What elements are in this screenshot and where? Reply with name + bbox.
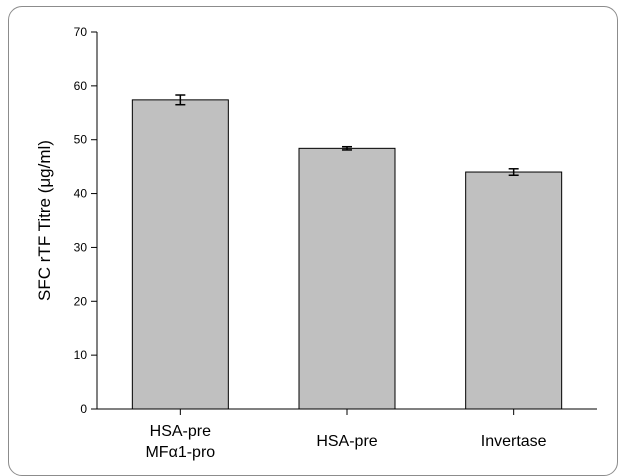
y-tick-label: 30 bbox=[74, 240, 88, 254]
bar bbox=[298, 147, 396, 410]
y-tick-label: 20 bbox=[74, 294, 88, 308]
y-tick-label: 50 bbox=[74, 133, 88, 147]
y-tick-label: 10 bbox=[74, 348, 88, 362]
bar bbox=[131, 99, 229, 410]
x-category-label: MFα1-pro bbox=[145, 444, 215, 461]
y-tick-label: 0 bbox=[80, 402, 87, 416]
x-category-label: HSA-pre bbox=[316, 433, 377, 450]
x-tick-labels-group: HSA-pre MFα1-pro HSA-pre Invertase bbox=[145, 409, 547, 461]
y-tick-label: 70 bbox=[74, 25, 88, 39]
y-ticks-group: 0 10 20 30 40 50 60 70 bbox=[74, 25, 97, 416]
x-category-label: Invertase bbox=[481, 433, 547, 450]
bar bbox=[465, 171, 563, 410]
error-bars-group bbox=[175, 94, 519, 177]
x-category-label: HSA-pre bbox=[150, 423, 211, 440]
y-tick-label: 60 bbox=[74, 79, 88, 93]
y-axis-title: SFC rTF Titre (μg/ml) bbox=[35, 140, 54, 301]
y-tick-label: 40 bbox=[74, 187, 88, 201]
